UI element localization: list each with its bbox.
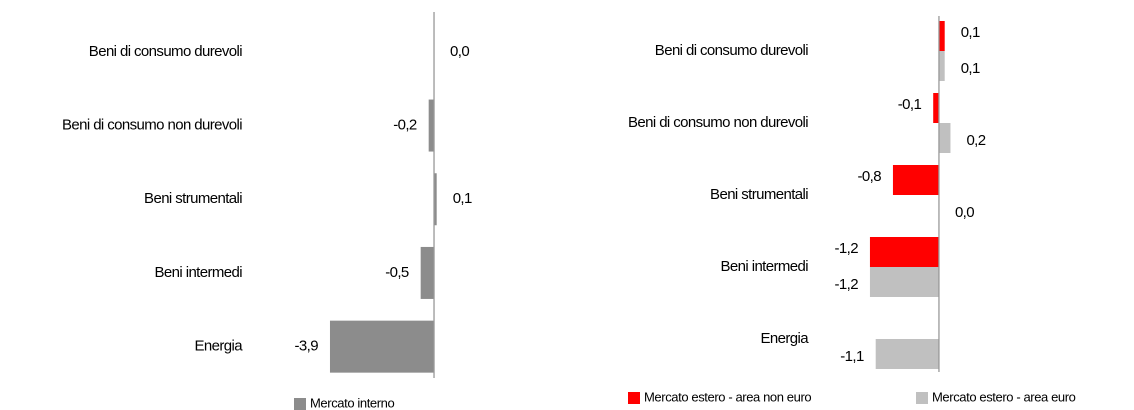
category-label: Beni strumentali	[144, 190, 242, 207]
category-label: Beni di consumo non durevoli	[62, 117, 242, 134]
category-label: Beni di consumo durevoli	[89, 43, 242, 60]
value-label: -1,2	[834, 276, 858, 293]
value-label: 0,0	[955, 204, 974, 221]
value-label: 0,1	[961, 60, 980, 77]
category-label: Energia	[760, 330, 809, 347]
value-label: 0,2	[966, 132, 985, 149]
bar	[892, 165, 939, 195]
bar	[938, 21, 945, 51]
bar	[869, 267, 939, 297]
value-label: -3,9	[295, 338, 319, 355]
category-label: Beni intermedi	[721, 258, 809, 275]
value-label: 0,1	[453, 190, 472, 207]
bar	[420, 246, 435, 299]
legend-swatch	[628, 392, 640, 404]
category-label: Beni strumentali	[710, 186, 808, 203]
bar	[938, 123, 951, 153]
value-label: -1,1	[840, 348, 864, 365]
value-label: -0,2	[393, 117, 417, 134]
legend-label: Mercato interno	[310, 395, 394, 410]
bar	[434, 173, 437, 226]
bar	[869, 237, 939, 267]
legend-label: Mercato estero - area euro	[932, 389, 1076, 404]
value-label: -0,1	[898, 96, 922, 113]
legend-swatch	[916, 392, 928, 404]
value-label: 0,1	[961, 24, 980, 41]
category-label: Beni intermedi	[155, 264, 243, 281]
bar	[428, 99, 435, 152]
value-label: -0,5	[385, 264, 409, 281]
legend: Mercato estero - area non euro Mercato es…	[628, 389, 1076, 404]
bar	[938, 51, 945, 81]
category-label: Energia	[194, 338, 243, 355]
value-label: 0,0	[450, 43, 469, 60]
bar	[329, 320, 435, 373]
legend: Mercato interno	[294, 395, 395, 410]
legend-swatch	[294, 398, 306, 410]
category-label: Beni di consumo non durevoli	[628, 114, 808, 131]
bar	[875, 339, 939, 369]
value-label: -0,8	[857, 168, 881, 185]
value-label: -1,2	[834, 240, 858, 257]
category-label: Beni di consumo durevoli	[655, 42, 808, 59]
legend-label: Mercato estero - area non euro	[644, 389, 811, 404]
bar	[933, 93, 939, 123]
